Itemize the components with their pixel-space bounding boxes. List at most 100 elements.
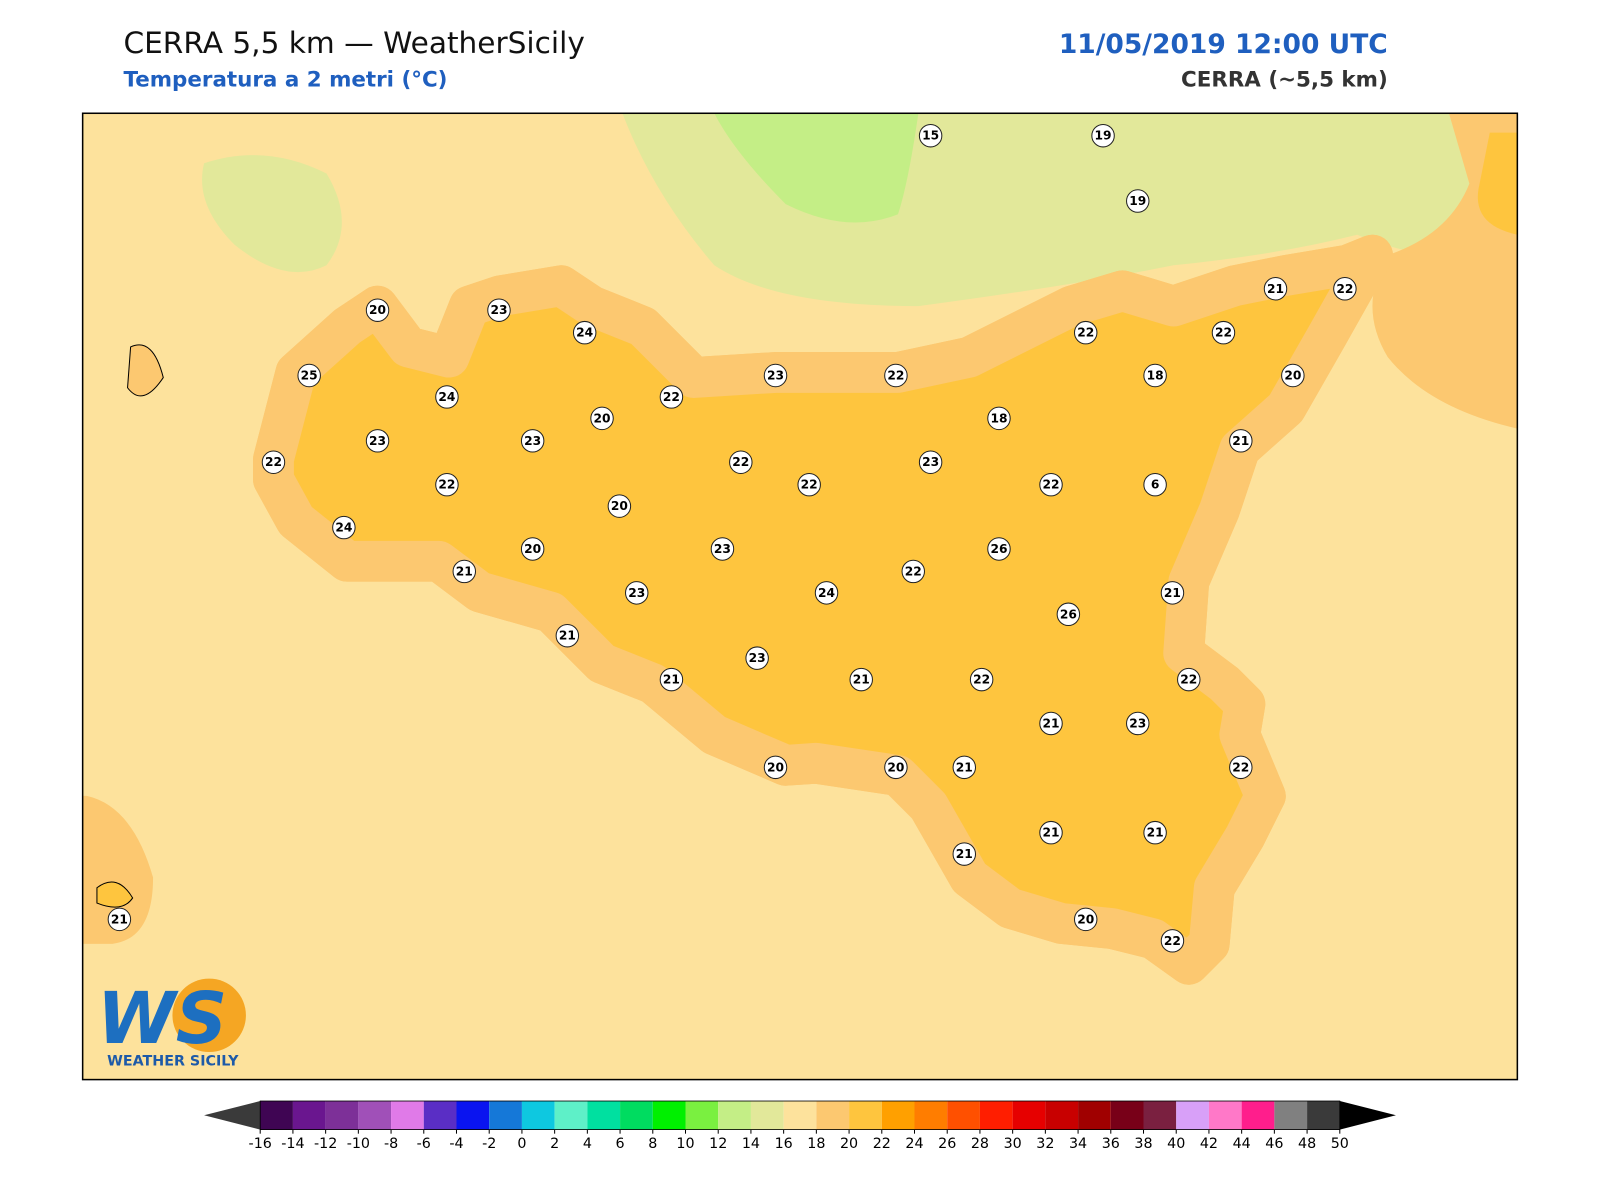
station-marker bbox=[1126, 711, 1150, 736]
station-marker bbox=[572, 320, 597, 345]
station-marker bbox=[969, 667, 994, 692]
colorbar-tick-label: 8 bbox=[648, 1136, 657, 1152]
station-marker bbox=[952, 842, 977, 866]
field-light-orange bbox=[82, 795, 154, 944]
station-marker bbox=[1263, 277, 1288, 301]
colorbar-box bbox=[620, 1101, 653, 1130]
colorbar-box bbox=[489, 1101, 522, 1130]
colorbar-tick-label: 6 bbox=[616, 1136, 625, 1152]
station-value: 26 bbox=[990, 542, 1007, 556]
colorbar-tick-label: 24 bbox=[905, 1136, 923, 1152]
colorbar-box bbox=[1241, 1101, 1275, 1130]
station-marker bbox=[487, 298, 511, 322]
station-value: 22 bbox=[887, 369, 904, 383]
station-marker bbox=[659, 385, 684, 409]
logo: WS WEATHER SICILY bbox=[97, 977, 246, 1069]
station-marker bbox=[1039, 711, 1063, 736]
colorbar-box bbox=[914, 1101, 948, 1130]
station: 24 bbox=[332, 515, 356, 540]
station-marker bbox=[1073, 320, 1098, 345]
colorbar-tick-label: 36 bbox=[1102, 1136, 1120, 1152]
colorbar-box bbox=[849, 1101, 882, 1130]
station-marker bbox=[918, 450, 943, 474]
station-value: 23 bbox=[1129, 716, 1146, 730]
station: 22 bbox=[659, 385, 684, 409]
field-green bbox=[714, 113, 919, 223]
field-orange bbox=[1477, 132, 1518, 235]
station-value: 22 bbox=[1077, 326, 1094, 340]
colorbar-box bbox=[1274, 1101, 1308, 1130]
colorbar-tick-label: 44 bbox=[1233, 1136, 1251, 1152]
colorbar-tick-label: -8 bbox=[384, 1136, 398, 1152]
station-marker bbox=[365, 298, 390, 322]
station-marker bbox=[814, 581, 839, 605]
colorbar-box bbox=[260, 1101, 293, 1130]
station: 18 bbox=[1143, 363, 1167, 388]
station-marker bbox=[987, 537, 1011, 561]
colorbar-tick-label: 20 bbox=[840, 1136, 858, 1152]
station-value: 23 bbox=[628, 586, 645, 600]
station-marker bbox=[1229, 755, 1253, 780]
colorbar-tick-label: 42 bbox=[1200, 1136, 1218, 1152]
colorbar-box bbox=[881, 1101, 915, 1130]
station-marker bbox=[1091, 123, 1115, 148]
station-value: 21 bbox=[1043, 716, 1060, 730]
colorbar-tick-label: 16 bbox=[775, 1136, 793, 1152]
colorbar-tick-label: -16 bbox=[249, 1136, 272, 1152]
station: 20 bbox=[590, 406, 614, 431]
station: 20 bbox=[1281, 363, 1305, 388]
logo-mark: WS bbox=[97, 977, 227, 1060]
station-value: 23 bbox=[369, 434, 386, 448]
title: CERRA 5,5 km — WeatherSicily bbox=[123, 26, 584, 60]
station-value: 22 bbox=[1043, 478, 1060, 492]
station-marker bbox=[952, 755, 977, 780]
colorbar-box bbox=[1208, 1101, 1242, 1130]
colorbar-box bbox=[456, 1101, 490, 1130]
colorbar-box bbox=[816, 1101, 850, 1130]
colorbar-box bbox=[783, 1101, 817, 1130]
station-value: 22 bbox=[905, 564, 922, 578]
station-value: 6 bbox=[1151, 478, 1160, 492]
colorbar-box bbox=[979, 1101, 1013, 1130]
station-value: 22 bbox=[973, 673, 990, 687]
colorbar-box bbox=[718, 1101, 751, 1130]
station-value: 21 bbox=[1164, 586, 1181, 600]
station-marker bbox=[297, 363, 321, 388]
station-marker bbox=[1039, 472, 1063, 497]
source: CERRA (~5,5 km) bbox=[1181, 68, 1388, 93]
colorbar-tick-label: 50 bbox=[1331, 1136, 1349, 1152]
station: 21 bbox=[1229, 429, 1253, 453]
station-value: 19 bbox=[1129, 194, 1146, 208]
station: 22 bbox=[1073, 320, 1098, 345]
station: 21 bbox=[849, 667, 873, 692]
colorbar-tick-label: 32 bbox=[1036, 1136, 1054, 1152]
station: 26 bbox=[1056, 602, 1081, 627]
map-frame bbox=[81, 112, 1519, 1081]
station: 21 bbox=[107, 907, 132, 932]
station: 19 bbox=[1126, 189, 1150, 213]
colorbar-tick-label: 22 bbox=[873, 1136, 891, 1152]
colorbar-box bbox=[325, 1101, 359, 1130]
colorbar-box bbox=[587, 1101, 621, 1130]
colorbar-box bbox=[1176, 1101, 1209, 1130]
colorbar-tick-label: 10 bbox=[676, 1136, 694, 1152]
station-marker bbox=[435, 385, 459, 409]
station-marker bbox=[365, 429, 390, 453]
station-value: 22 bbox=[265, 455, 282, 469]
colorbar-box bbox=[391, 1101, 424, 1130]
colorbar-box bbox=[652, 1101, 686, 1130]
station-value: 20 bbox=[594, 411, 611, 425]
station-marker bbox=[849, 667, 873, 692]
station-value: 23 bbox=[714, 542, 731, 556]
field-pale bbox=[202, 155, 342, 273]
station: 22 bbox=[1229, 755, 1253, 780]
station-value: 22 bbox=[1164, 934, 1181, 948]
colorbar-tick-label: 2 bbox=[550, 1136, 559, 1152]
station-marker bbox=[1143, 472, 1167, 497]
station-value: 22 bbox=[732, 455, 749, 469]
station-marker bbox=[987, 406, 1011, 431]
colorbar-box bbox=[1045, 1101, 1079, 1130]
station: 22 bbox=[261, 450, 286, 474]
colorbar-outline bbox=[259, 1100, 1341, 1130]
